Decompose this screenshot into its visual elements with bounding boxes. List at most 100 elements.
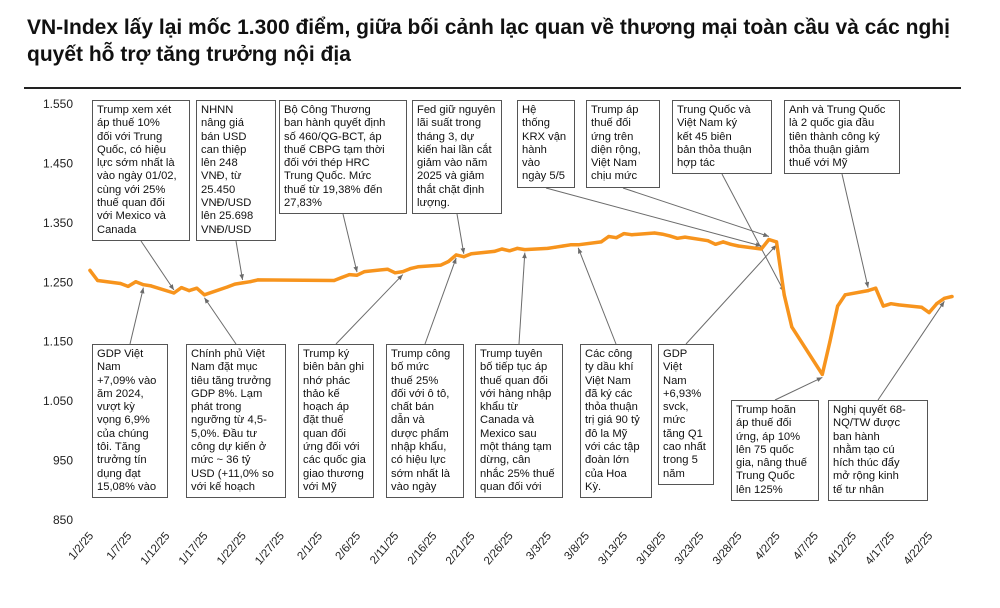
x-tick-label: 4/17/25 [863, 530, 897, 567]
data-point [774, 240, 779, 244]
data-point [630, 233, 634, 237]
data-point [469, 252, 474, 256]
data-point [96, 278, 100, 283]
x-tick-label: 3/28/25 [711, 530, 745, 567]
annotation-leader [129, 287, 144, 345]
y-tick-label: 1.250 [43, 275, 73, 289]
data-point [568, 243, 573, 247]
data-point [729, 242, 733, 246]
annotation-leader [577, 247, 617, 345]
data-point [607, 234, 611, 239]
annotation-leader [456, 213, 465, 254]
data-point [622, 231, 626, 236]
x-tick-label: 3/8/25 [562, 530, 592, 562]
data-point [439, 263, 443, 267]
data-point [523, 248, 527, 252]
annotation-note: Trump tuyên bố tiếp tục áp thuế quan đối… [475, 344, 563, 499]
annotation-leader [342, 213, 358, 273]
x-tick-label: 1/17/25 [177, 530, 211, 567]
data-point [332, 278, 336, 283]
data-point [599, 240, 603, 244]
y-tick-label: 850 [53, 513, 73, 527]
data-point [340, 275, 344, 280]
x-tick-label: 1/22/25 [215, 530, 249, 567]
annotation-leader [841, 173, 869, 288]
x-tick-label: 2/26/25 [482, 530, 516, 567]
data-point [897, 303, 901, 307]
annotation-arrowhead [460, 247, 466, 254]
annotation-note: Trump ký biên bản ghi nhớ phác thảo kế h… [298, 344, 374, 499]
data-point [767, 237, 771, 242]
data-point [385, 267, 390, 271]
x-tick-label: 1/2/25 [67, 530, 97, 562]
y-tick-label: 1.350 [43, 216, 73, 230]
data-point [141, 283, 145, 287]
data-point [347, 272, 351, 277]
annotation-arrowhead [139, 287, 145, 294]
data-point [706, 239, 710, 243]
x-tick-label: 2/6/25 [334, 530, 364, 562]
annotation-arrowhead [353, 266, 358, 273]
data-point [179, 286, 184, 290]
data-point [187, 289, 191, 293]
data-point [759, 247, 763, 251]
annotation-leader [774, 376, 823, 401]
data-point [881, 304, 885, 308]
annotation-arrowhead [578, 247, 583, 254]
data-point [240, 281, 245, 285]
annotation-arrowhead [452, 257, 457, 264]
data-point [652, 231, 657, 235]
y-tick-label: 1.550 [43, 97, 73, 111]
data-point [561, 244, 565, 248]
data-point [393, 271, 397, 275]
x-tick-label: 1/27/25 [253, 530, 287, 567]
data-point [233, 282, 237, 286]
annotation-note: GDP Việt Nam +6,93% svck, mức tăng Q1 ca… [658, 344, 714, 485]
data-point [576, 243, 580, 247]
annotation-arrowhead [816, 377, 823, 382]
data-point [446, 259, 451, 264]
data-point [675, 236, 679, 240]
data-point [919, 305, 924, 309]
data-point [835, 304, 840, 308]
data-point [454, 253, 458, 257]
data-point [713, 242, 718, 246]
data-point [126, 284, 130, 289]
data-point [363, 269, 367, 274]
data-point [782, 293, 786, 297]
x-tick-label: 2/1/25 [295, 530, 325, 562]
x-tick-label: 4/7/25 [791, 530, 821, 562]
x-tick-label: 3/13/25 [596, 530, 630, 567]
data-point [149, 284, 153, 288]
data-point [950, 294, 954, 299]
y-tick-label: 1.150 [43, 335, 73, 349]
data-point [416, 265, 420, 269]
data-point [828, 340, 832, 344]
y-tick-label: 950 [53, 454, 73, 468]
data-point [507, 249, 512, 253]
x-tick-label: 3/3/25 [524, 530, 554, 562]
data-point [462, 255, 466, 259]
annotation-leader [424, 257, 457, 345]
chart-title: VN-Index lấy lại mốc 1.300 điểm, giữa bố… [27, 16, 950, 66]
data-point [355, 273, 359, 277]
annotation-arrowhead [522, 252, 527, 259]
data-point [401, 269, 405, 274]
data-point [500, 247, 504, 251]
data-point [668, 234, 672, 238]
data-point [553, 245, 557, 249]
data-point [256, 278, 260, 282]
data-point [736, 244, 741, 248]
annotation-note: GDP Việt Nam +7,09% vào ăm 2024, vượt kỳ… [92, 344, 168, 499]
vn-index-line [88, 231, 954, 377]
annotation-note: Nghị quyết 68- NQ/TW được ban hành nhằm … [828, 400, 928, 502]
data-point [225, 285, 229, 289]
data-point [889, 302, 893, 306]
data-point [515, 246, 519, 251]
annotation-leader [235, 240, 244, 280]
data-point [683, 235, 687, 239]
title-divider [24, 87, 961, 89]
annotation-leader [140, 240, 175, 291]
data-point [721, 240, 725, 244]
